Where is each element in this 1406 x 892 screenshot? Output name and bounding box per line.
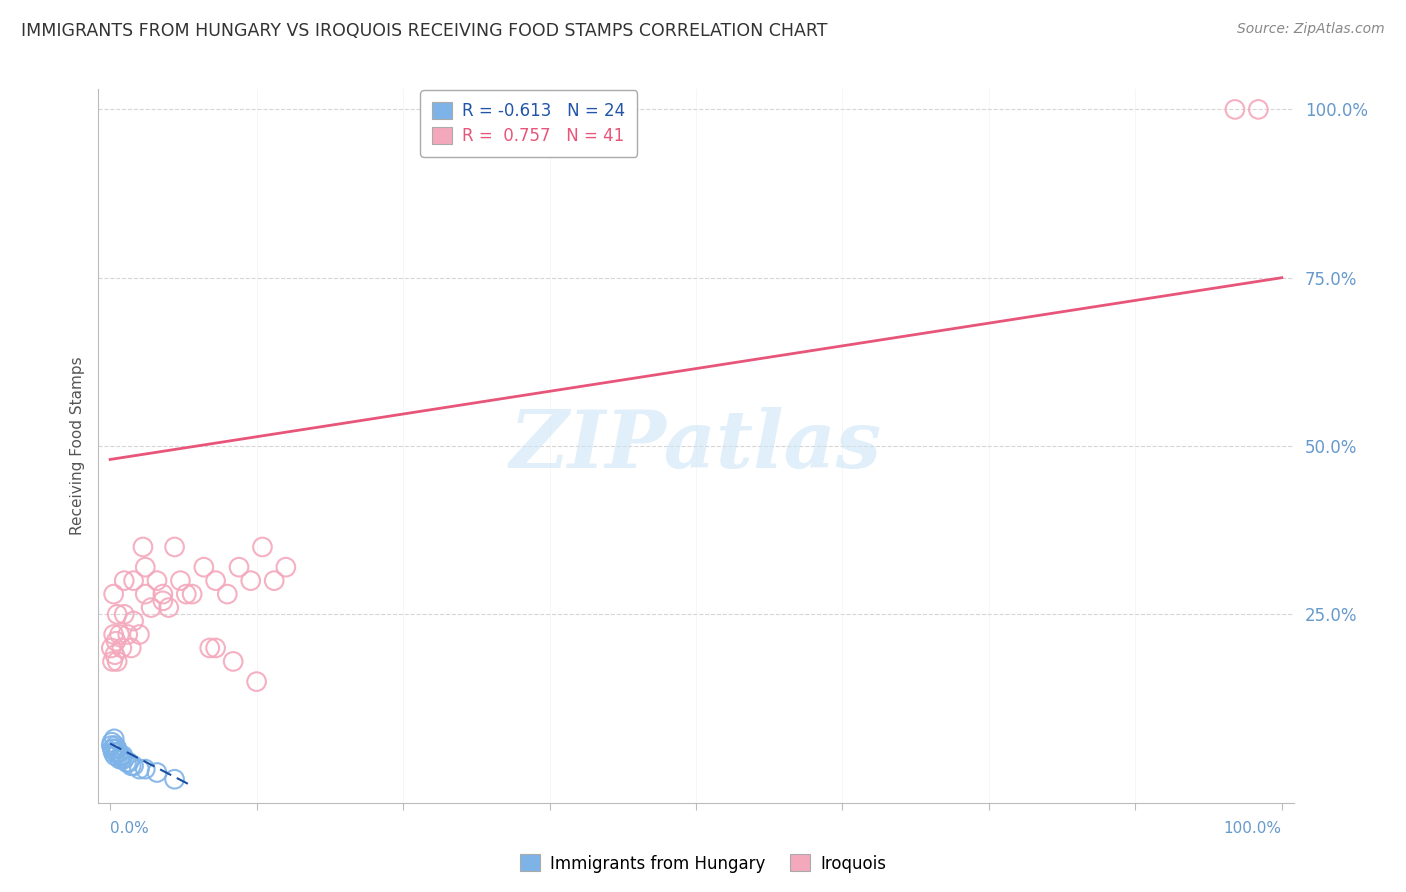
Point — [157, 600, 180, 615]
Point — [134, 560, 156, 574]
Point — [141, 600, 163, 615]
Point — [117, 627, 139, 641]
Point — [132, 540, 155, 554]
Legend: R = -0.613   N = 24, R =  0.757   N = 41: R = -0.613 N = 24, R = 0.757 N = 41 — [420, 90, 637, 157]
Point — [104, 739, 127, 753]
Point — [104, 648, 127, 662]
Point — [120, 758, 142, 772]
Point — [263, 574, 285, 588]
Point — [105, 634, 128, 648]
Point — [228, 560, 250, 574]
Point — [239, 574, 262, 588]
Point — [111, 752, 134, 766]
Text: 100.0%: 100.0% — [1223, 822, 1282, 837]
Point — [134, 762, 156, 776]
Point — [193, 560, 215, 574]
Point — [101, 655, 124, 669]
Y-axis label: Receiving Food Stamps: Receiving Food Stamps — [69, 357, 84, 535]
Point — [128, 762, 150, 776]
Point — [1223, 103, 1246, 117]
Point — [100, 640, 122, 655]
Point — [246, 674, 269, 689]
Point — [274, 560, 297, 574]
Point — [122, 574, 145, 588]
Point — [217, 587, 239, 601]
Point — [110, 748, 132, 763]
Legend: Immigrants from Hungary, Iroquois: Immigrants from Hungary, Iroquois — [513, 847, 893, 880]
Point — [103, 731, 125, 746]
Point — [122, 758, 145, 772]
Point — [146, 765, 169, 780]
Point — [112, 607, 135, 622]
Point — [198, 640, 221, 655]
Point — [115, 756, 138, 770]
Point — [163, 540, 186, 554]
Point — [108, 627, 131, 641]
Point — [105, 742, 128, 756]
Point — [146, 574, 169, 588]
Point — [104, 748, 127, 763]
Point — [111, 640, 134, 655]
Point — [134, 587, 156, 601]
Point — [112, 752, 135, 766]
Point — [103, 627, 125, 641]
Point — [163, 772, 186, 787]
Text: Source: ZipAtlas.com: Source: ZipAtlas.com — [1237, 22, 1385, 37]
Point — [108, 752, 131, 766]
Point — [169, 574, 191, 588]
Point — [101, 742, 124, 756]
Point — [174, 587, 197, 601]
Point — [105, 745, 128, 759]
Point — [118, 756, 141, 770]
Point — [204, 640, 226, 655]
Text: 0.0%: 0.0% — [110, 822, 149, 837]
Point — [105, 607, 128, 622]
Point — [107, 745, 129, 759]
Point — [222, 655, 245, 669]
Point — [181, 587, 204, 601]
Point — [204, 574, 226, 588]
Point — [1247, 103, 1270, 117]
Point — [105, 655, 128, 669]
Point — [128, 627, 150, 641]
Point — [103, 742, 125, 756]
Point — [101, 735, 124, 749]
Point — [120, 640, 142, 655]
Point — [103, 587, 125, 601]
Text: ZIPatlas: ZIPatlas — [510, 408, 882, 484]
Point — [100, 739, 122, 753]
Point — [112, 748, 135, 763]
Point — [152, 587, 174, 601]
Point — [122, 614, 145, 628]
Point — [152, 594, 174, 608]
Point — [101, 745, 124, 759]
Text: IMMIGRANTS FROM HUNGARY VS IROQUOIS RECEIVING FOOD STAMPS CORRELATION CHART: IMMIGRANTS FROM HUNGARY VS IROQUOIS RECE… — [21, 22, 828, 40]
Point — [252, 540, 274, 554]
Point — [112, 574, 135, 588]
